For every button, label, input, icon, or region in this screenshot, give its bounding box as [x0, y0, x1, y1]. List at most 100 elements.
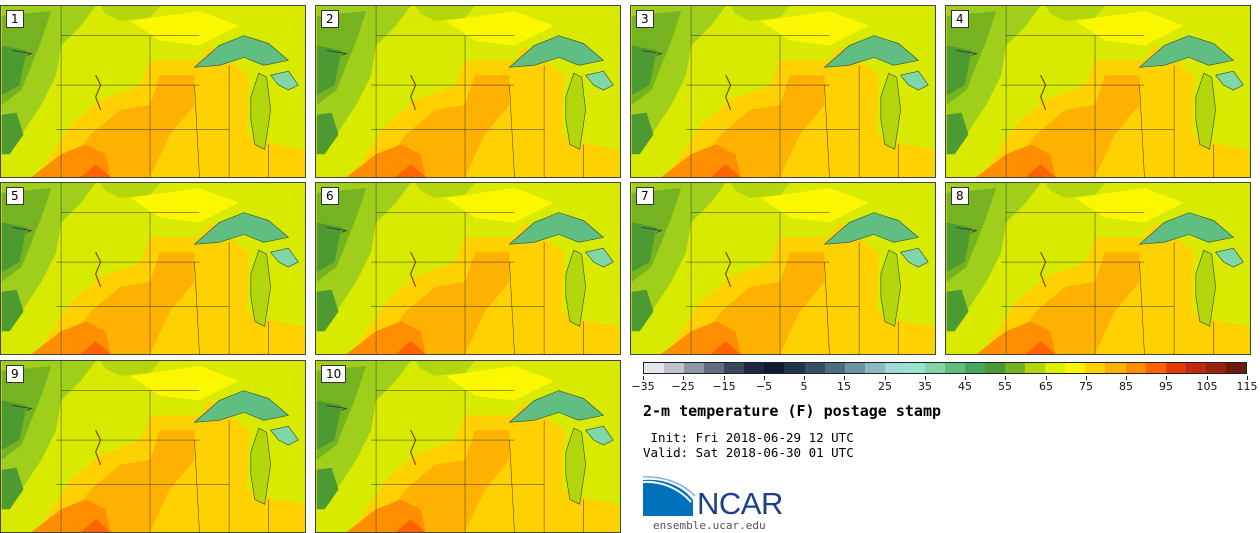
- member-label: 2: [321, 10, 339, 28]
- colorbar-tick-label: 95: [1159, 380, 1173, 393]
- colorbar-tick: [925, 376, 926, 380]
- colorbar-tick-label: 65: [1039, 380, 1053, 393]
- colorbar-segment: [1205, 363, 1226, 373]
- map-panel-1: 1: [0, 5, 306, 178]
- colorbar-segment: [904, 363, 925, 373]
- colorbar-segment: [644, 363, 665, 373]
- colorbar-tick: [764, 376, 765, 380]
- temperature-map: [631, 183, 935, 354]
- temperature-map: [316, 6, 620, 177]
- member-label: 4: [951, 10, 969, 28]
- map-panel-6: 6: [315, 182, 621, 355]
- colorbar-tick-label: 35: [918, 380, 932, 393]
- colorbar-tick-label: 105: [1196, 380, 1218, 393]
- temperature-map: [1, 183, 305, 354]
- site-url: ensemble.ucar.edu: [653, 519, 766, 532]
- colorbar-segment: [884, 363, 905, 373]
- colorbar-tick: [1086, 376, 1087, 380]
- member-label: 10: [321, 365, 347, 383]
- colorbar-tick-label: 45: [958, 380, 972, 393]
- member-label: 9: [6, 365, 24, 383]
- map-panel-9: 9: [0, 360, 306, 533]
- colorbar-tick: [844, 376, 845, 380]
- temperature-map: [316, 361, 620, 532]
- colorbar-tick: [1046, 376, 1047, 380]
- map-panel-8: 8: [945, 182, 1251, 355]
- colorbar-tick-label: 55: [998, 380, 1012, 393]
- colorbar-tick-label: 15: [837, 380, 851, 393]
- colorbar-tick-label: −35: [631, 380, 655, 393]
- map-panel-2: 2: [315, 5, 621, 178]
- colorbar-tick: [1005, 376, 1006, 380]
- colorbar-segment: [724, 363, 745, 373]
- colorbar-tick-label: −5: [755, 380, 773, 393]
- colorbar-segment: [824, 363, 845, 373]
- colorbar-tick: [965, 376, 966, 380]
- map-panel-7: 7: [630, 182, 936, 355]
- ncar-logo-icon: [643, 476, 696, 516]
- colorbar-tick: [683, 376, 684, 380]
- colorbar-segment: [1005, 363, 1026, 373]
- map-panel-4: 4: [945, 5, 1251, 178]
- map-panel-10: 10: [315, 360, 621, 533]
- logo-wordmark: NCAR: [697, 486, 783, 521]
- colorbar-segment: [944, 363, 965, 373]
- colorbar-segment: [744, 363, 765, 373]
- colorbar-segment: [704, 363, 725, 373]
- colorbar-segment: [1025, 363, 1046, 373]
- colorbar-segment: [804, 363, 825, 373]
- colorbar-tick: [1126, 376, 1127, 380]
- colorbar-segment: [784, 363, 805, 373]
- colorbar-tick-label: 5: [800, 380, 808, 393]
- colorbar-tick-label: 85: [1119, 380, 1133, 393]
- member-label: 7: [636, 187, 654, 205]
- valid-time: Valid: Sat 2018-06-30 01 UTC: [643, 445, 854, 460]
- map-panel-3: 3: [630, 5, 936, 178]
- chart-title: 2-m temperature (F) postage stamp: [643, 402, 942, 420]
- temperature-map: [1, 6, 305, 177]
- colorbar-segment: [1065, 363, 1086, 373]
- colorbar-tick: [1207, 376, 1208, 380]
- colorbar-segment: [1165, 363, 1186, 373]
- temperature-map: [631, 6, 935, 177]
- colorbar-segment: [664, 363, 685, 373]
- member-label: 8: [951, 187, 969, 205]
- member-label: 6: [321, 187, 339, 205]
- temperature-colorbar: [643, 362, 1247, 374]
- temperature-map: [1, 361, 305, 532]
- map-panel-5: 5: [0, 182, 306, 355]
- colorbar-segment: [864, 363, 885, 373]
- colorbar-tick: [804, 376, 805, 380]
- colorbar-segment: [1085, 363, 1106, 373]
- member-label: 5: [6, 187, 24, 205]
- colorbar-tick: [885, 376, 886, 380]
- colorbar-segment: [965, 363, 986, 373]
- colorbar-segment: [1225, 363, 1246, 373]
- colorbar-segment: [1185, 363, 1206, 373]
- colorbar-segment: [684, 363, 705, 373]
- colorbar-ticks: −35 −25 −15 −5 5 15 25 35 45 55 65 75 85 95 105 115: [631, 376, 1258, 393]
- colorbar-segment: [1045, 363, 1066, 373]
- member-label: 1: [6, 10, 24, 28]
- temperature-map: [316, 183, 620, 354]
- colorbar-segment: [924, 363, 945, 373]
- temperature-map: [946, 6, 1250, 177]
- colorbar-segment: [764, 363, 785, 373]
- colorbar-tick: [1166, 376, 1167, 380]
- colorbar-segment: [1125, 363, 1146, 373]
- colorbar-tick-label: 25: [878, 380, 892, 393]
- colorbar-segment: [844, 363, 865, 373]
- colorbar-tick-label: 115: [1236, 380, 1258, 393]
- colorbar-tick: [643, 376, 644, 380]
- colorbar-tick: [1247, 376, 1248, 380]
- colorbar-tick-label: −15: [712, 380, 736, 393]
- colorbar-tick: [724, 376, 725, 380]
- colorbar-segment: [1105, 363, 1126, 373]
- colorbar-segment: [1145, 363, 1166, 373]
- member-label: 3: [636, 10, 654, 28]
- colorbar-tick-label: −25: [671, 380, 695, 393]
- temperature-map: [946, 183, 1250, 354]
- init-time: Init: Fri 2018-06-29 12 UTC: [643, 430, 854, 445]
- colorbar-tick-label: 75: [1079, 380, 1093, 393]
- colorbar-segment: [985, 363, 1006, 373]
